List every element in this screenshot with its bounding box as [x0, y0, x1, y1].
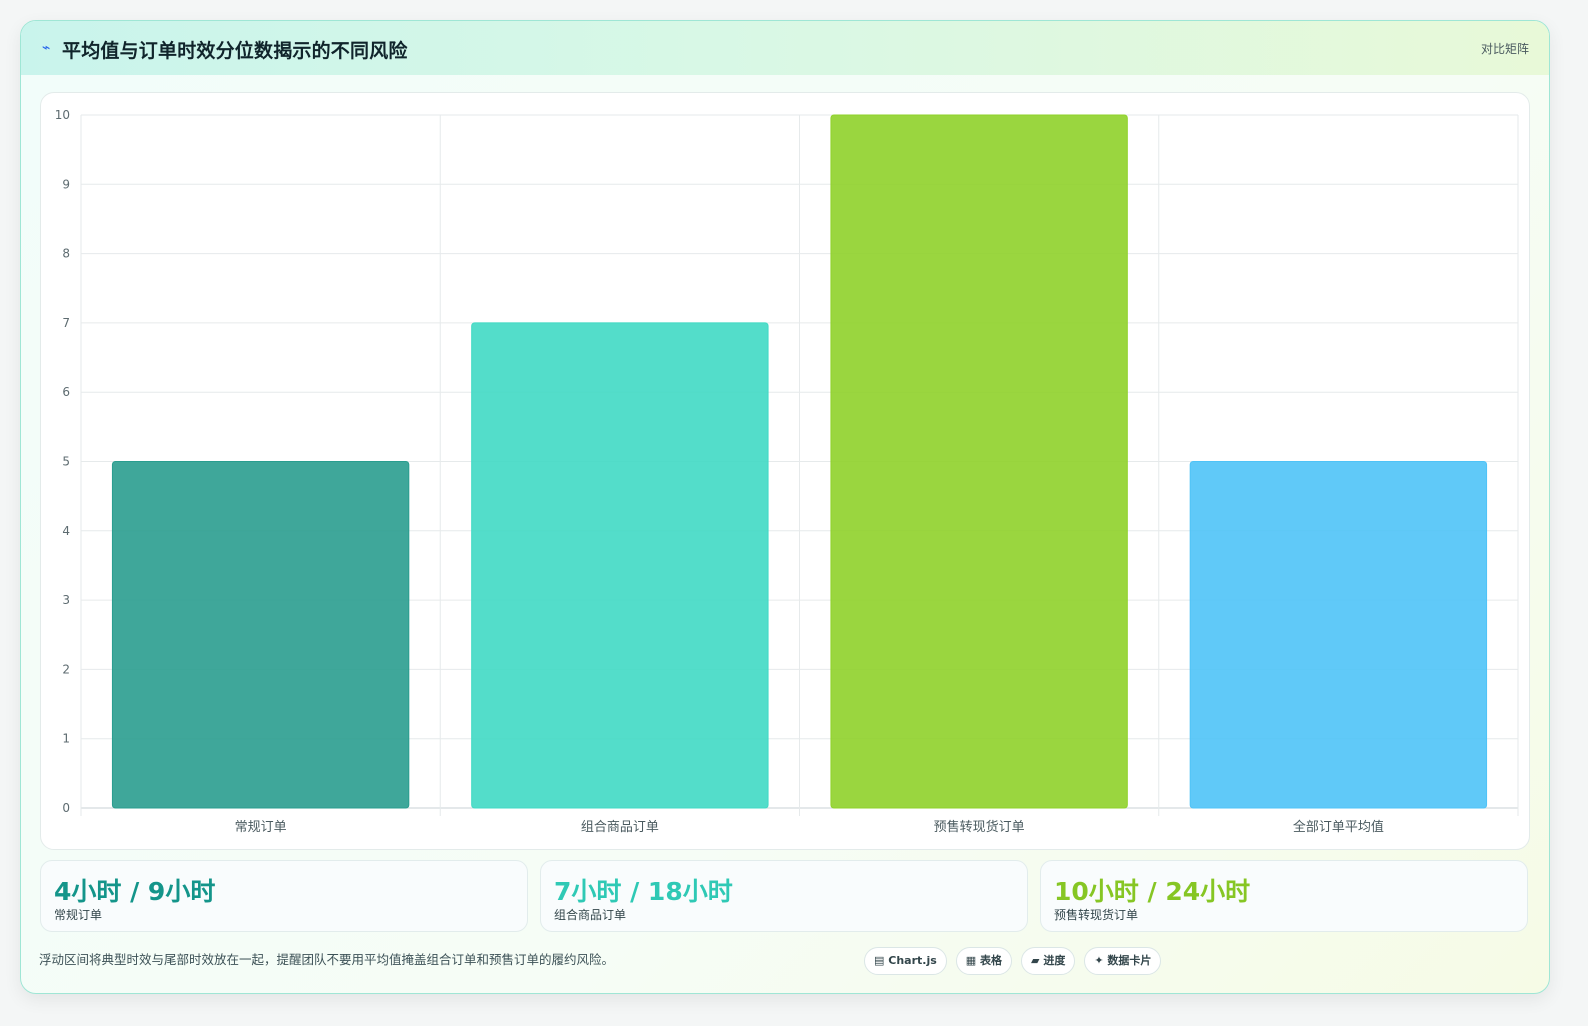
y-tick-label: 3: [62, 593, 70, 607]
bar-chart: 0 1 2 3 4 5 6 7 8 9 10 常规订单 组合商品订单 预售转现货订单 全部订单平均值: [55, 108, 1519, 835]
stat-label: 常规订单: [54, 908, 103, 922]
x-tick-label: 常规订单: [235, 820, 287, 835]
chip-progress[interactable]: ▰ 进度: [1021, 947, 1076, 975]
y-tick-label: 1: [62, 732, 70, 746]
y-tick-label: 2: [62, 662, 70, 676]
y-tick-label: 0: [62, 801, 70, 815]
bar-3: [830, 114, 1128, 809]
stat-value: 4小时 / 9小时: [54, 877, 216, 906]
stat-value: 7小时 / 18小时: [554, 877, 733, 906]
bar-1: [111, 461, 410, 809]
bar-4: [1189, 461, 1488, 809]
y-tick-label: 6: [62, 385, 70, 399]
stat-card-presale: 10小时 / 24小时 预售转现货订单: [1040, 860, 1528, 932]
lightning-icon: ⌁: [42, 40, 51, 56]
stat-label: 组合商品订单: [554, 908, 627, 922]
card-title: 平均值与订单时效分位数揭示的不同风险: [62, 40, 408, 62]
stat-card-regular: 4小时 / 9小时 常规订单: [40, 860, 528, 932]
y-tick-label: 7: [62, 316, 70, 330]
card-header: ⌁ 平均值与订单时效分位数揭示的不同风险 对比矩阵: [21, 21, 1549, 75]
table-icon: ▦: [965, 954, 977, 967]
bar-2: [471, 322, 769, 809]
stat-value: 10小时 / 24小时: [1054, 877, 1251, 906]
x-tick-label: 组合商品订单: [581, 820, 659, 835]
y-tick-label: 8: [62, 247, 70, 261]
chart-card: ⌁ 平均值与订单时效分位数揭示的不同风险 对比矩阵 0 1 2 3 4 5 6 7 8 9 10 常规…: [20, 20, 1550, 994]
feature-chips: ▤ Chart.js ▦ 表格 ▰ 进度 ✦ 数据卡片: [864, 947, 1162, 975]
x-tick-label: 全部订单平均值: [1293, 819, 1384, 835]
comparison-matrix-tag: 对比矩阵: [1480, 42, 1529, 56]
chart-panel: 0 1 2 3 4 5 6 7 8 9 10 常规订单 组合商品订单 预售转现货订单 全部订单平均值: [40, 92, 1530, 850]
footnote: 浮动区间将典型时效与尾部时效放在一起，提醒团队不要用平均值掩盖组合订单和预售订单…: [39, 952, 615, 967]
chip-data-cards[interactable]: ✦ 数据卡片: [1084, 947, 1162, 975]
x-tick-label: 预售转现货订单: [934, 819, 1025, 835]
chip-chartjs[interactable]: ▤ Chart.js: [864, 947, 947, 975]
y-tick-label: 5: [62, 455, 70, 469]
chip-table[interactable]: ▦ 表格: [955, 947, 1013, 975]
stat-label: 预售转现货订单: [1054, 908, 1139, 922]
progress-icon: ▰: [1031, 954, 1040, 967]
sparkle-icon: ✦: [1094, 954, 1104, 967]
stat-card-bundle: 7小时 / 18小时 组合商品订单: [540, 860, 1028, 932]
y-tick-label: 4: [62, 524, 70, 538]
chart-icon: ▤: [874, 954, 885, 967]
y-tick-label: 10: [55, 108, 70, 122]
y-tick-label: 9: [62, 177, 70, 191]
